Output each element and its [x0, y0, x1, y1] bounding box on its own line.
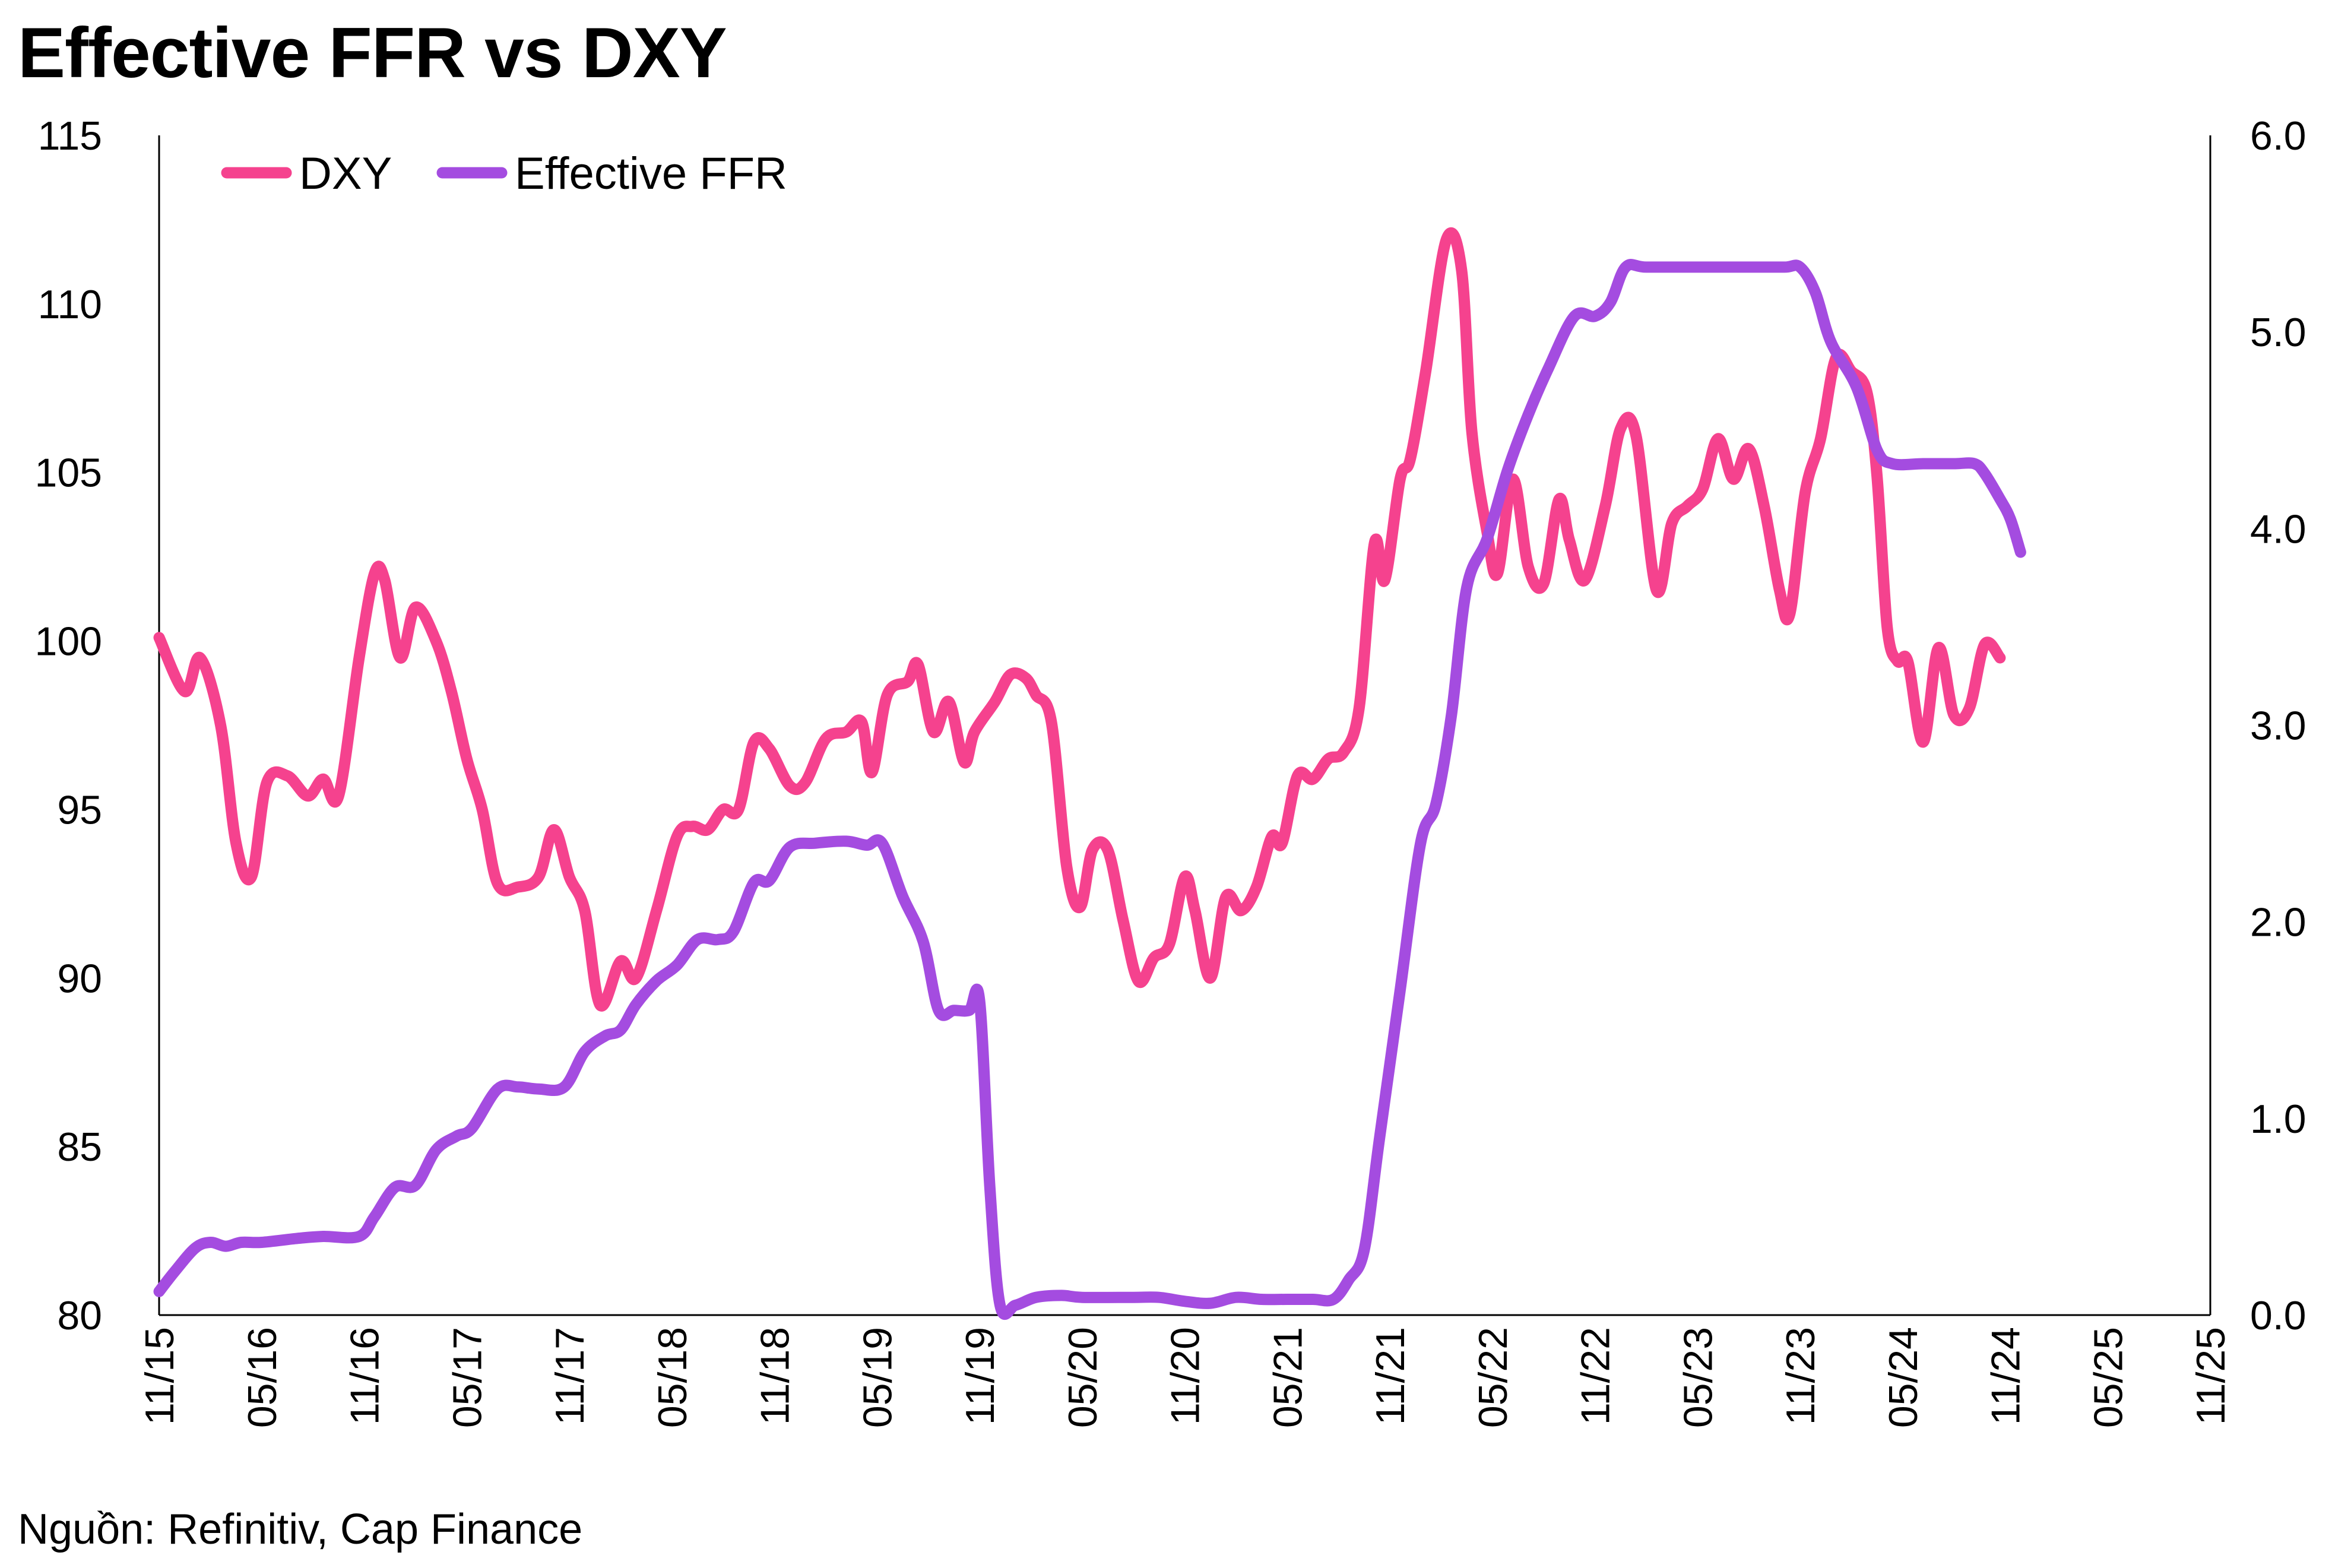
x-tick-label: 11/25: [2188, 1327, 2233, 1425]
x-tick-label: 11/20: [1163, 1327, 1208, 1425]
x-tick-label: 05/24: [1881, 1327, 1926, 1428]
series-line-dxy: [153, 227, 2006, 1012]
x-tick-label: 05/18: [650, 1327, 695, 1428]
x-tick-label: 11/17: [547, 1327, 592, 1425]
x-tick-label: 05/25: [2086, 1327, 2131, 1428]
x-tick-label: 05/23: [1675, 1327, 1721, 1428]
x-tick-label: 05/19: [855, 1327, 900, 1428]
x-tick-label: 11/21: [1368, 1327, 1413, 1425]
y-right-tick-label: 1.0: [2250, 1097, 2306, 1142]
series-lines: [153, 227, 2026, 1320]
axes: 80 85 90 95 100 105 110 115 0.0 1.0 2.0 3.0 4.0 5.0 6.…: [35, 113, 2306, 1428]
x-tick-label: 05/16: [240, 1327, 285, 1428]
x-tick-label: 05/17: [445, 1327, 490, 1428]
chart-title: Effective FFR vs DXY: [18, 13, 727, 93]
y-left-tick-label: 105: [35, 451, 102, 496]
y-left-tick-label: 100: [35, 619, 102, 664]
x-tick-label: 11/16: [343, 1327, 388, 1425]
x-tick-label: 05/22: [1471, 1327, 1516, 1428]
x-tick-label: 11/24: [1984, 1327, 2029, 1425]
y-left-tick-label: 95: [57, 787, 102, 832]
y-right-tick-label: 5.0: [2250, 310, 2306, 355]
series-line-effective-ffr: [153, 259, 2026, 1320]
y-right-tick-label: 3.0: [2250, 704, 2306, 749]
y-right-tick-label: 6.0: [2250, 113, 2306, 159]
y-right-tick-label: 2.0: [2250, 900, 2306, 945]
legend-label-dxy: DXY: [299, 148, 392, 199]
legend: DXY Effective FFR: [221, 148, 787, 199]
x-tick-label: 05/20: [1060, 1327, 1105, 1428]
x-tick-label: 11/22: [1573, 1327, 1618, 1425]
y-right-tick-label: 0.0: [2250, 1293, 2306, 1338]
y-left-tick-label: 90: [57, 956, 102, 1001]
source-note: Nguồn: Refinitiv, Cap Finance: [18, 1506, 583, 1553]
x-tick-label: 05/21: [1265, 1327, 1310, 1428]
y-left-tick-label: 85: [57, 1124, 102, 1170]
y-left-tick-label: 115: [38, 113, 102, 159]
x-tick-label: 11/19: [958, 1327, 1003, 1425]
legend-label-effective-ffr: Effective FFR: [515, 148, 787, 199]
y-right-tick-label: 4.0: [2250, 506, 2306, 552]
y-left-tick-label: 110: [38, 282, 102, 327]
x-tick-label: 11/15: [137, 1327, 182, 1425]
x-tick-label: 11/18: [753, 1327, 798, 1425]
x-tick-label: 11/23: [1778, 1327, 1823, 1425]
y-left-tick-label: 80: [57, 1293, 102, 1338]
